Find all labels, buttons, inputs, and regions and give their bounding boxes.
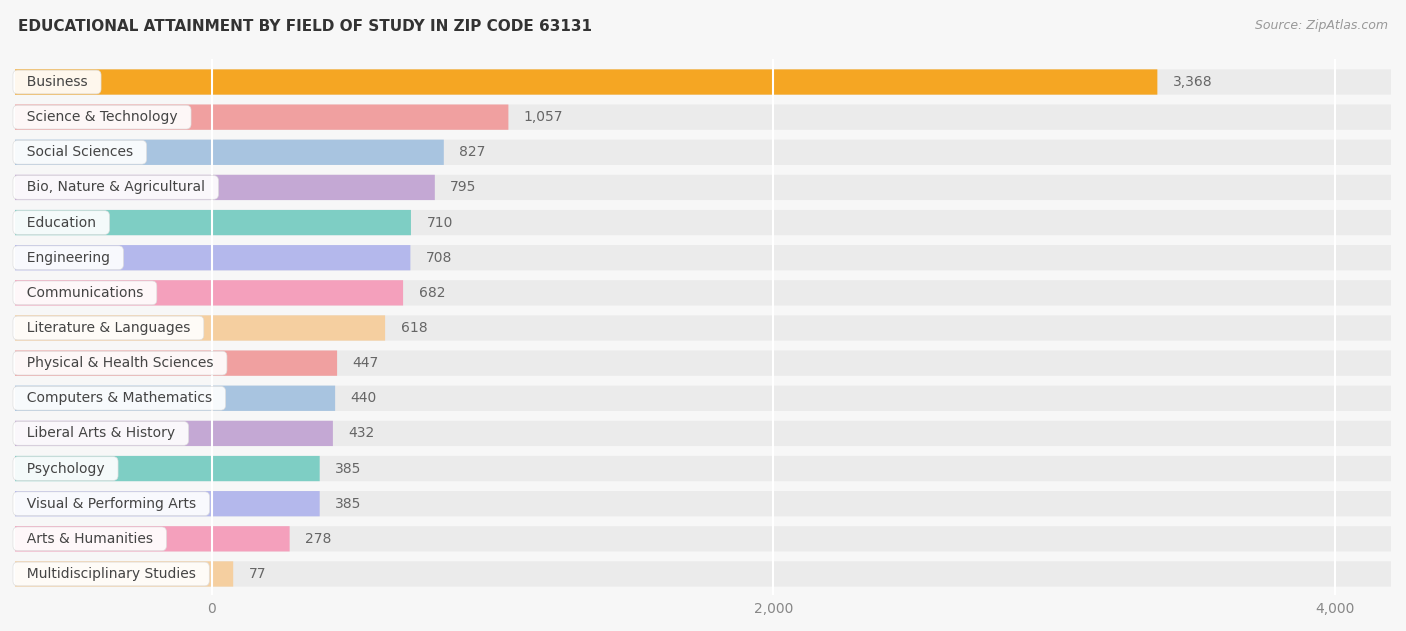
Text: Education: Education xyxy=(18,216,104,230)
Text: 710: 710 xyxy=(426,216,453,230)
Text: Liberal Arts & History: Liberal Arts & History xyxy=(18,427,184,440)
FancyBboxPatch shape xyxy=(15,316,1391,341)
Text: Engineering: Engineering xyxy=(18,251,118,265)
Text: 618: 618 xyxy=(401,321,427,335)
Text: Psychology: Psychology xyxy=(18,461,114,476)
FancyBboxPatch shape xyxy=(15,105,1391,130)
FancyBboxPatch shape xyxy=(15,350,337,376)
FancyBboxPatch shape xyxy=(15,316,385,341)
FancyBboxPatch shape xyxy=(15,175,434,200)
Text: 708: 708 xyxy=(426,251,453,265)
Text: 385: 385 xyxy=(335,461,361,476)
Text: 3,368: 3,368 xyxy=(1173,75,1212,89)
Text: Bio, Nature & Agricultural: Bio, Nature & Agricultural xyxy=(18,180,214,194)
FancyBboxPatch shape xyxy=(15,350,1391,376)
Text: Visual & Performing Arts: Visual & Performing Arts xyxy=(18,497,205,510)
FancyBboxPatch shape xyxy=(15,562,1391,587)
FancyBboxPatch shape xyxy=(15,245,1391,270)
FancyBboxPatch shape xyxy=(15,562,233,587)
FancyBboxPatch shape xyxy=(15,386,1391,411)
FancyBboxPatch shape xyxy=(15,280,404,305)
FancyBboxPatch shape xyxy=(15,526,290,551)
FancyBboxPatch shape xyxy=(15,526,1391,551)
Text: 440: 440 xyxy=(350,391,377,405)
Text: 278: 278 xyxy=(305,532,332,546)
Text: Multidisciplinary Studies: Multidisciplinary Studies xyxy=(18,567,204,581)
FancyBboxPatch shape xyxy=(15,491,319,516)
Text: 1,057: 1,057 xyxy=(524,110,564,124)
Text: 432: 432 xyxy=(349,427,374,440)
FancyBboxPatch shape xyxy=(15,210,411,235)
Text: Computers & Mathematics: Computers & Mathematics xyxy=(18,391,221,405)
FancyBboxPatch shape xyxy=(15,139,444,165)
Text: Source: ZipAtlas.com: Source: ZipAtlas.com xyxy=(1254,19,1388,32)
FancyBboxPatch shape xyxy=(15,175,1391,200)
Text: EDUCATIONAL ATTAINMENT BY FIELD OF STUDY IN ZIP CODE 63131: EDUCATIONAL ATTAINMENT BY FIELD OF STUDY… xyxy=(18,19,592,34)
FancyBboxPatch shape xyxy=(15,421,1391,446)
FancyBboxPatch shape xyxy=(15,386,335,411)
FancyBboxPatch shape xyxy=(15,456,319,481)
FancyBboxPatch shape xyxy=(15,105,509,130)
FancyBboxPatch shape xyxy=(15,69,1391,95)
FancyBboxPatch shape xyxy=(15,69,1157,95)
Text: 447: 447 xyxy=(353,356,378,370)
Text: 682: 682 xyxy=(419,286,446,300)
Text: Arts & Humanities: Arts & Humanities xyxy=(18,532,162,546)
FancyBboxPatch shape xyxy=(15,210,1391,235)
Text: 77: 77 xyxy=(249,567,266,581)
Text: Physical & Health Sciences: Physical & Health Sciences xyxy=(18,356,222,370)
Text: 385: 385 xyxy=(335,497,361,510)
Text: Science & Technology: Science & Technology xyxy=(18,110,186,124)
Text: Literature & Languages: Literature & Languages xyxy=(18,321,198,335)
FancyBboxPatch shape xyxy=(15,280,1391,305)
FancyBboxPatch shape xyxy=(15,456,1391,481)
Text: 827: 827 xyxy=(460,145,485,159)
FancyBboxPatch shape xyxy=(15,491,1391,516)
Text: Communications: Communications xyxy=(18,286,152,300)
Text: Social Sciences: Social Sciences xyxy=(18,145,142,159)
FancyBboxPatch shape xyxy=(15,139,1391,165)
FancyBboxPatch shape xyxy=(15,421,333,446)
Text: 795: 795 xyxy=(450,180,477,194)
FancyBboxPatch shape xyxy=(15,245,411,270)
Text: Business: Business xyxy=(18,75,96,89)
